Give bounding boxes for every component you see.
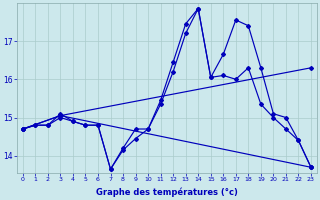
X-axis label: Graphe des températures (°c): Graphe des températures (°c) xyxy=(96,188,238,197)
